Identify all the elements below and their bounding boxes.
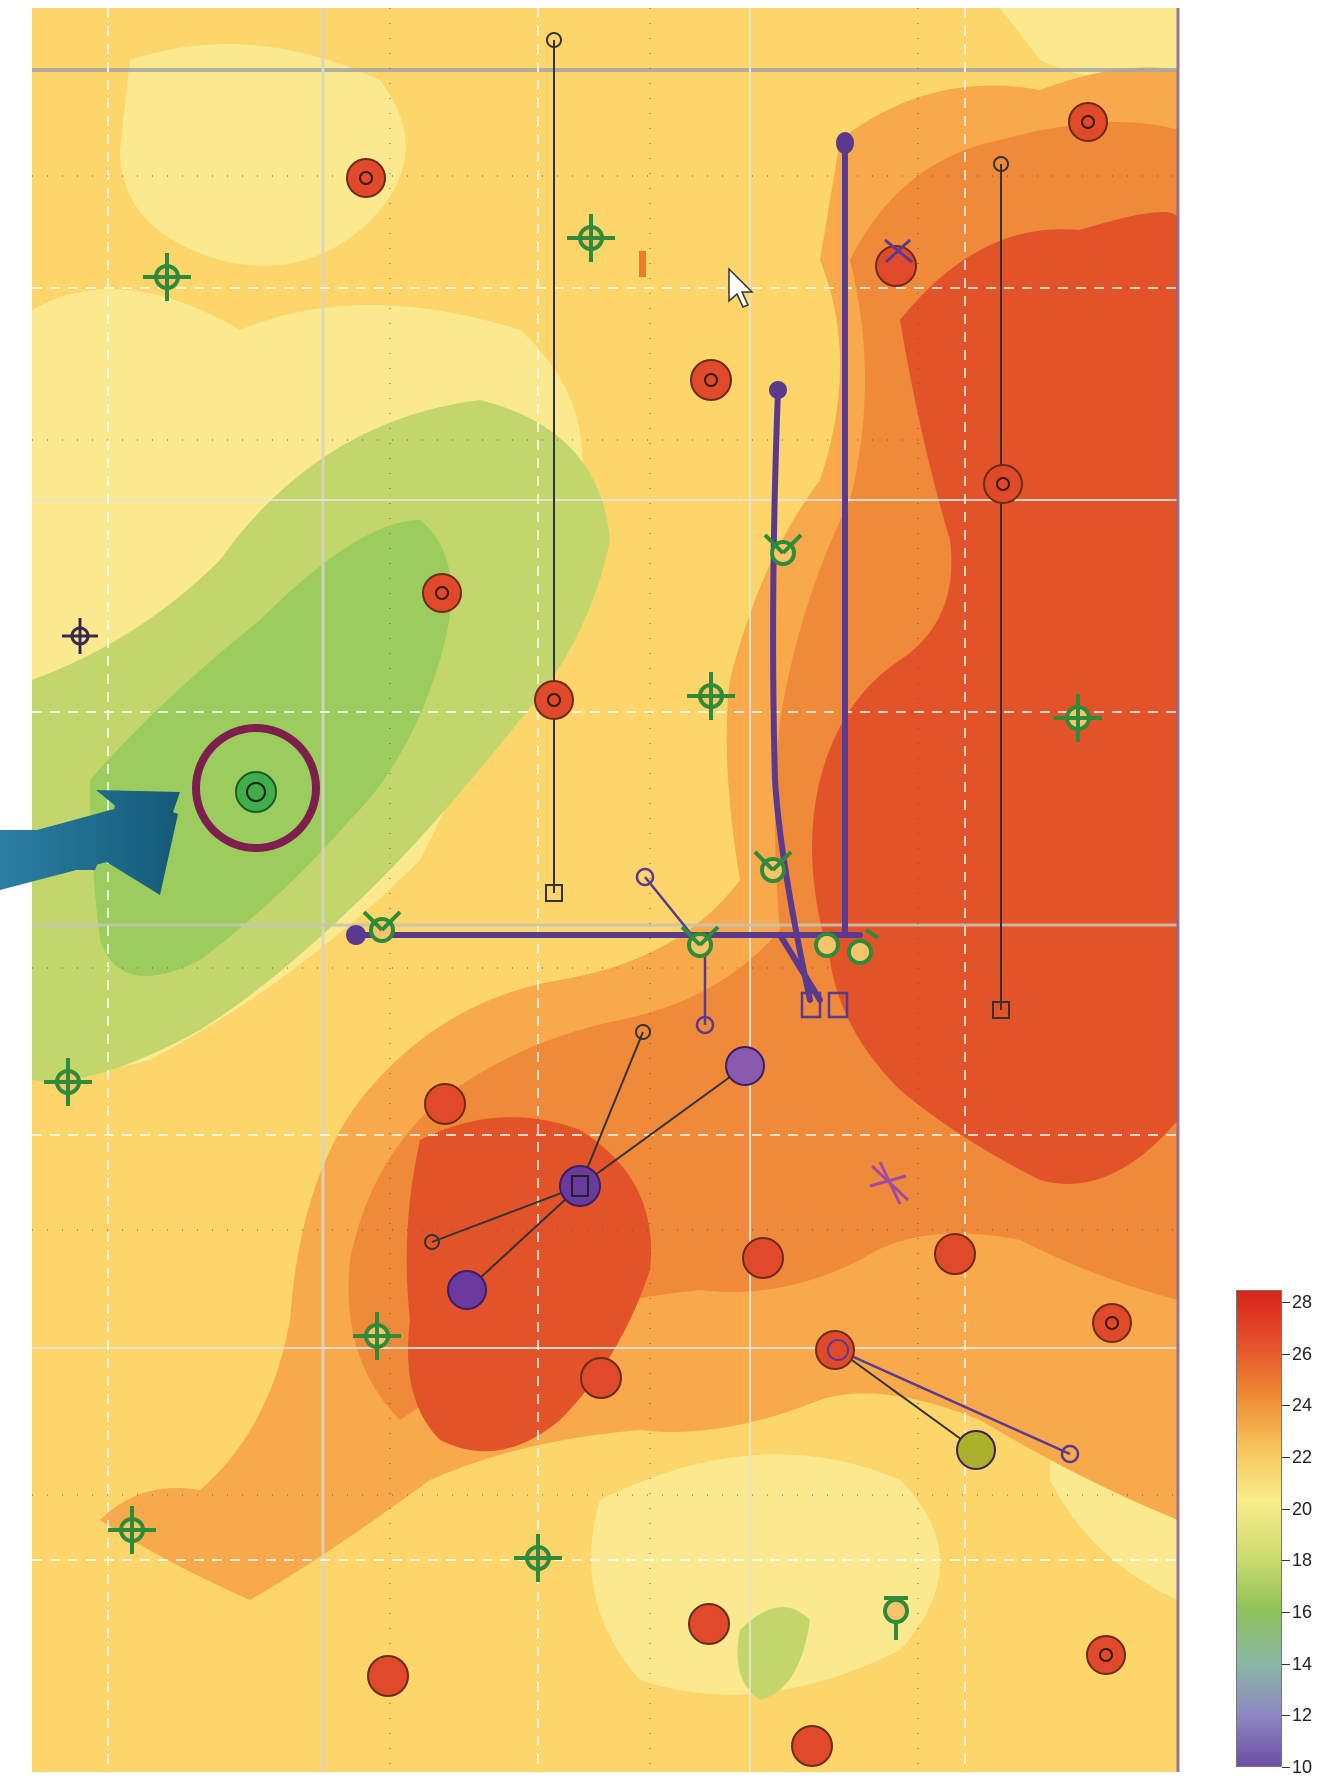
grid-dotted bbox=[32, 8, 1178, 1772]
legend-tick-label: 20 bbox=[1292, 1498, 1313, 1519]
highlight-ring bbox=[192, 724, 320, 852]
contour-layer bbox=[32, 8, 1178, 1772]
grid bbox=[32, 8, 1180, 1772]
legend-tick-mark bbox=[1282, 1715, 1290, 1717]
legend-tick-label: 22 bbox=[1292, 1447, 1313, 1467]
legend-tick-mark bbox=[1282, 1560, 1290, 1562]
contour-red-right bbox=[812, 212, 1178, 1184]
legend-tick-label: 26 bbox=[1292, 1343, 1313, 1364]
contour-yellow-light-bottom bbox=[591, 1454, 940, 1695]
legend-tick-mark bbox=[1282, 1457, 1290, 1458]
legend-tick-mark bbox=[1282, 1663, 1290, 1665]
legend-tick-label: 14 bbox=[1292, 1653, 1313, 1674]
contour-yellow-light-right bbox=[1000, 8, 1178, 78]
contour-red-spot bbox=[1025, 927, 1060, 959]
mouse-cursor-icon bbox=[728, 267, 754, 308]
wells-purple bbox=[447, 1046, 996, 1470]
legend-tick-label: 12 bbox=[1292, 1705, 1313, 1726]
legend-tick-label: 18 bbox=[1292, 1550, 1313, 1571]
legend-tick-label: 16 bbox=[1292, 1602, 1313, 1622]
highlighted-well-icon[interactable] bbox=[235, 771, 277, 813]
well-paths-black bbox=[424, 32, 1010, 1451]
misc-symbols bbox=[62, 238, 913, 1205]
wells-red bbox=[346, 102, 1132, 1767]
legend-tick-mark bbox=[1282, 1508, 1290, 1510]
grid-dashed bbox=[32, 8, 1178, 1772]
color-scale-bar bbox=[1236, 1290, 1282, 1767]
wells-green-symbols bbox=[44, 214, 1102, 1640]
legend-tick-label: 28 bbox=[1292, 1292, 1313, 1312]
legend-tick-mark bbox=[1282, 1302, 1290, 1303]
legend-tick-mark bbox=[1282, 1353, 1290, 1355]
well-heads-purple bbox=[346, 132, 854, 945]
legend-tick-mark bbox=[1282, 1612, 1290, 1613]
legend-tick-mark bbox=[1282, 1767, 1290, 1768]
color-scale-legend: 28 26 24 22 20 18 16 14 12 10 bbox=[1236, 1290, 1316, 1776]
legend-tick-label: 10 bbox=[1292, 1757, 1313, 1777]
highlighted-well-center bbox=[246, 782, 266, 802]
contour-yellow-light-top bbox=[120, 44, 406, 266]
contour-green-bottom bbox=[737, 1607, 810, 1700]
legend-tick-mark bbox=[1282, 1405, 1290, 1407]
contour-green bbox=[90, 520, 452, 976]
legend-tick-label: 24 bbox=[1292, 1395, 1313, 1416]
highlight-arrow-shape bbox=[0, 790, 180, 890]
well-paths-purple bbox=[347, 140, 863, 1003]
